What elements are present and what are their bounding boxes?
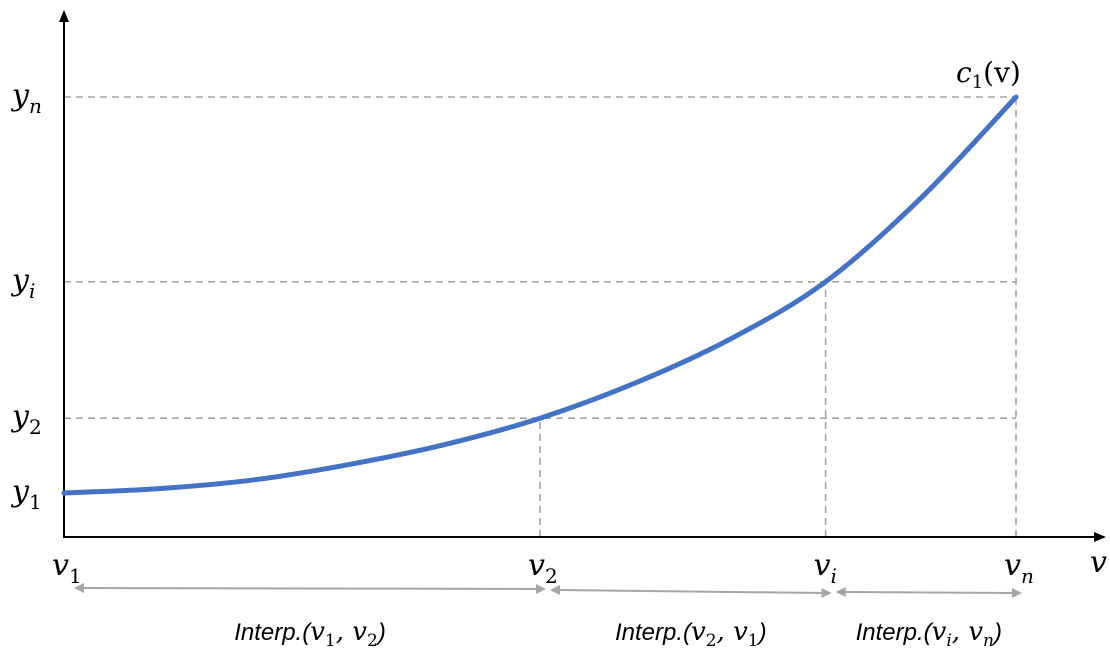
interval-label: Interp.(v1, v2) (234, 617, 386, 649)
interval-arrow-right (536, 584, 546, 594)
y-tick-label-yi: yi (10, 263, 35, 303)
interval-line (843, 591, 1015, 594)
curve-series (61, 94, 1019, 496)
interval-arrow-left (835, 587, 846, 597)
x-axis-label: v (1090, 545, 1107, 580)
axes (59, 10, 1106, 542)
x-tick-label-v2: v2 (528, 548, 558, 588)
tick-labels: c1(v) y1 y2 yi yn v1 v2 vi vn v (10, 56, 1107, 588)
curve-label: c1(v) (956, 56, 1021, 93)
interval-vi-vn: Interp.(vi, vn) (835, 587, 1022, 649)
interval-line (557, 589, 824, 594)
interval-label: Interp.(v2, v1) (615, 617, 767, 649)
interval-v1-v2: Interp.(v1, v2) (74, 583, 546, 649)
interval-arrow-left (550, 585, 560, 595)
guide-lines (64, 96, 1017, 537)
interval-v2-vi: Interp.(v2, v1) (550, 585, 832, 649)
interval-arrow-right (821, 588, 832, 598)
interval-annotations: Interp.(v1, v2) Interp.(v2, v1) Interp.(vi… (74, 583, 1022, 649)
y-tick-label-y1: y1 (10, 474, 42, 514)
interval-arrow-right (1012, 588, 1022, 598)
interval-arrow-left (74, 583, 84, 593)
x-tick-label-vn: vn (1004, 548, 1034, 588)
y-axis-arrowhead (59, 10, 69, 22)
x-axis-arrowhead (1094, 532, 1106, 542)
interval-line (81, 587, 539, 590)
x-tick-label-v1: v1 (52, 548, 82, 588)
curve-line-0 (61, 94, 1019, 496)
y-tick-label-yn: yn (10, 78, 42, 118)
y-tick-label-y2: y2 (10, 399, 42, 439)
interval-label: Interp.(vi, vn) (856, 617, 1002, 649)
x-tick-label-vi: vi (814, 548, 837, 588)
